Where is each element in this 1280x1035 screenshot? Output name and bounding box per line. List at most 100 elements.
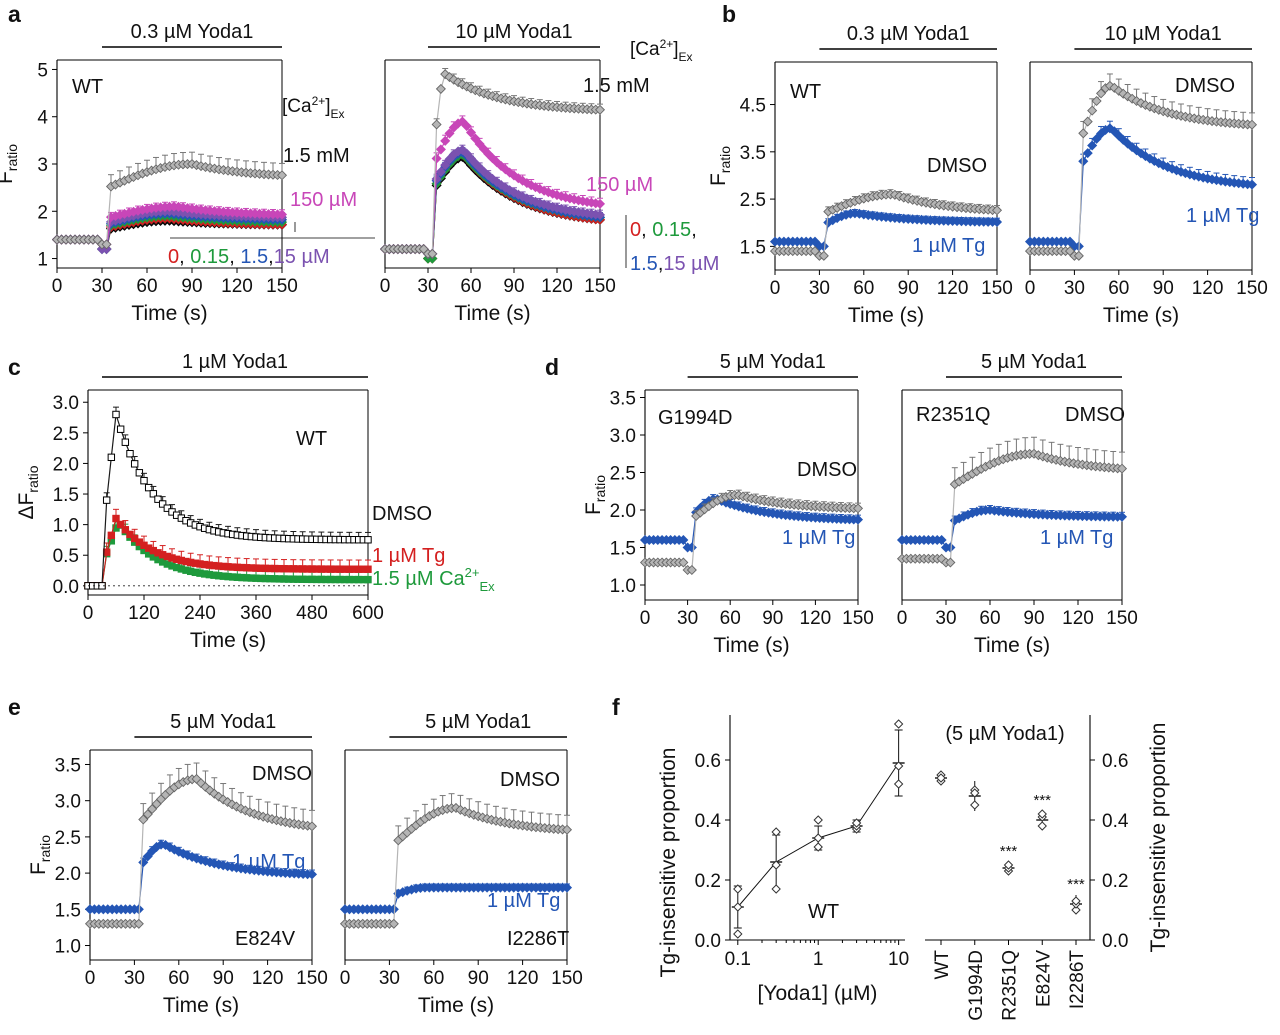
data-point	[154, 495, 162, 503]
chart-d-left: 0 30 60 90 120 150 1.0 1.5 2.0 2.5 3.0 3.5 Time (s) F…	[582, 351, 874, 657]
x-tick-label: 60	[168, 968, 189, 989]
x-tick-label: 240	[184, 603, 216, 624]
data-point	[945, 557, 956, 568]
chart-f-left: 0.1 1 10 0.0 0.2 0.4 0.6 [Yoda1] (µM) Tg-insensi…	[657, 715, 909, 1005]
y-axis-title: Fratio	[582, 475, 608, 515]
data-point	[852, 514, 864, 525]
data-point	[147, 803, 158, 815]
stimulus-label: 10 µM Yoda1	[455, 21, 572, 43]
data-point	[364, 575, 372, 584]
data-point	[142, 851, 153, 862]
data-point	[138, 814, 149, 825]
x-tick-label: 150	[296, 968, 328, 989]
data-point	[444, 128, 455, 139]
y-tick-label: 0.4	[1102, 811, 1129, 832]
data-point	[594, 104, 606, 115]
y-tick-label: 0.0	[1102, 931, 1128, 952]
x-tick-label: 120	[800, 608, 832, 629]
data-point	[112, 410, 120, 419]
data-point	[1087, 105, 1098, 116]
data-point	[126, 530, 134, 539]
data-point	[1149, 155, 1160, 167]
x-tick-label: 150	[1236, 278, 1268, 299]
x-tick-label: 0	[52, 276, 63, 297]
y-tick-label: 0.4	[695, 811, 722, 832]
ca-ex-label: [Ca2+]Ex	[282, 94, 345, 121]
genotype-label: WT	[790, 81, 821, 103]
y-tick-label: 3.0	[53, 393, 79, 414]
data-point	[453, 77, 464, 88]
conc-label-part: ,	[229, 246, 240, 268]
stimulus-label: 5 µM Yoda1	[425, 711, 531, 733]
y-axis-title: Tg-insensitive proportion	[657, 748, 680, 978]
data-point	[1122, 138, 1133, 149]
data-point	[107, 453, 116, 462]
series-dmso	[639, 489, 864, 576]
x-tick-label: 30	[417, 276, 438, 297]
y-tick-label: 1.0	[53, 516, 79, 537]
y-tick-label: 0.6	[695, 751, 721, 772]
series-line	[385, 153, 601, 260]
chart-e-left: 0 30 60 90 120 150 1.0 1.5 2.0 2.5 3.0 3.5 Time (s) F…	[27, 711, 328, 1017]
y-tick-label: 2.5	[55, 828, 81, 849]
significance-mark: ***	[1033, 792, 1051, 809]
y-tick-label: 0.0	[53, 577, 79, 598]
data-point	[1091, 133, 1102, 144]
y-tick-label: 3	[37, 155, 48, 176]
x-tick-label: 30	[809, 278, 830, 299]
data-point	[1078, 156, 1089, 167]
conc-label-part: ,	[658, 253, 664, 275]
y-tick-label: 3.0	[610, 426, 636, 447]
ca-label: 1.5 µM Ca2+Ex	[372, 565, 495, 594]
data-point	[276, 209, 288, 220]
conc-label-part: 15 µM	[663, 253, 719, 275]
y-tick-label: 1.5	[610, 539, 636, 560]
y-tick-label: 4	[37, 108, 48, 129]
data-point	[164, 842, 175, 853]
data-point	[1096, 88, 1107, 99]
panel-letter-e: e	[8, 694, 21, 720]
data-point	[1073, 250, 1084, 261]
conc-label-150uM-right: 150 µM	[586, 174, 653, 196]
y-tick-label: 1.0	[55, 937, 81, 958]
conc-label-part: 1.5	[630, 253, 658, 275]
data-point	[1246, 119, 1258, 130]
x-tick-label: 480	[296, 603, 328, 624]
series-dmso	[84, 762, 318, 929]
x-tick-label: 0	[380, 276, 391, 297]
text-subscript: Ex	[331, 107, 345, 121]
chart-e-right: 0 30 60 90 120 150 Time (s) 5 µM Yoda1 DMSO 1 µM …	[340, 711, 583, 1017]
conc-label-part: 0.15	[190, 246, 229, 268]
x-tick-label: 120	[128, 603, 160, 624]
data-point	[991, 205, 1003, 216]
data-point	[1037, 821, 1047, 831]
tg-label: 1 µM Tg	[487, 890, 560, 912]
data-point	[364, 565, 372, 573]
x-tick-label: 0.1	[725, 949, 751, 970]
dmso-label: DMSO	[797, 459, 857, 481]
text-subscript: 2+	[660, 37, 674, 51]
data-point	[204, 785, 215, 796]
x-tick-label: 600	[352, 603, 384, 624]
data-point	[970, 800, 980, 810]
dmso-label: DMSO	[1065, 404, 1125, 426]
data-point	[893, 761, 904, 771]
data-point	[1127, 142, 1138, 153]
x-tick-label: 60	[136, 276, 157, 297]
genotype-label: G1994D	[658, 407, 733, 429]
x-tick-label: 120	[541, 276, 573, 297]
x-tick-label: E824V	[1033, 950, 1054, 1007]
data-point	[813, 842, 823, 852]
data-point	[1087, 140, 1098, 151]
series-1-m-tg	[769, 208, 1003, 252]
x-tick-label: 30	[91, 276, 112, 297]
x-tick-label: 120	[252, 968, 284, 989]
data-point	[144, 483, 153, 492]
x-tick-label: 0	[640, 608, 651, 629]
series-dmso	[339, 793, 573, 929]
x-tick-label: WT	[932, 950, 953, 980]
x-tick-label: 120	[1192, 278, 1224, 299]
data-point	[1082, 116, 1093, 127]
x-axis-title: Time (s)	[848, 304, 924, 327]
